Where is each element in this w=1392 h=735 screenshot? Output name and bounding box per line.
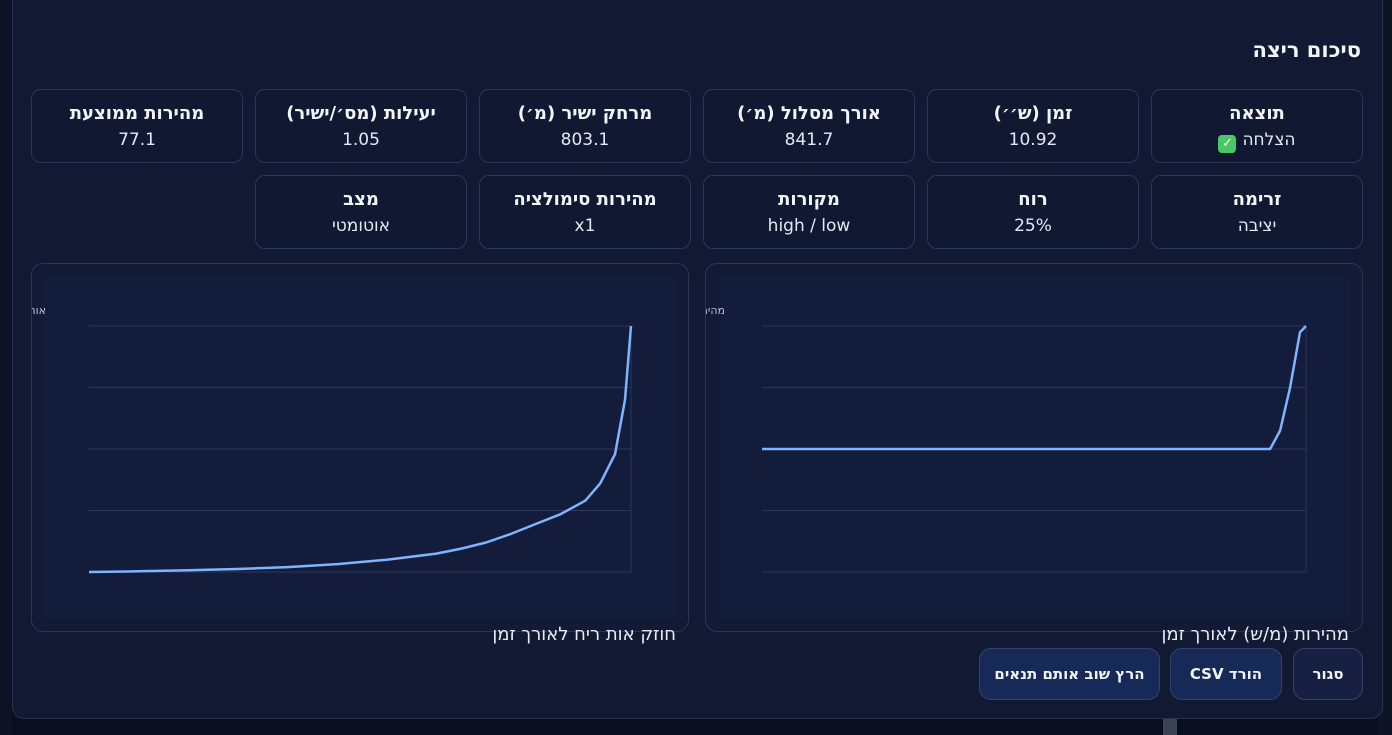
stat-value: 1.05 (342, 130, 380, 150)
scent-chart-card: אות ריח (31, 263, 689, 632)
run-summary-modal: סיכום ריצה תוצאה הצלחה✓ זמן (ש׳׳) 10.92 … (12, 0, 1383, 719)
stat-label: מקורות (778, 189, 840, 210)
stat-value: אוטומטי (331, 216, 391, 236)
stat-result: תוצאה הצלחה✓ (1151, 89, 1363, 163)
stat-time: זמן (ש׳׳) 10.92 (927, 89, 1139, 163)
stat-label: אורך מסלול (מ׳) (737, 103, 881, 124)
stat-wind: רוח 25% (927, 175, 1139, 249)
stat-label: מרחק ישיר (מ׳) (517, 103, 653, 124)
scent-chart-title: חוזק אות ריח לאורך זמן (492, 624, 676, 645)
stat-value: 10.92 (1008, 130, 1058, 150)
y-axis-label: מהירות (706, 304, 725, 317)
scent-series-line (88, 325, 633, 574)
y-axis-label: אות ריח (32, 304, 46, 317)
chart-grid (89, 325, 632, 573)
download-csv-button[interactable]: הורד CSV (1170, 648, 1282, 700)
stat-label: זרימה (1232, 189, 1282, 210)
stat-average-speed: מהירות ממוצעת 77.1 (31, 89, 243, 163)
stat-label: רוח (1018, 189, 1048, 210)
chart-plot-background (718, 276, 1350, 619)
stat-mode: מצב אוטומטי (255, 175, 467, 249)
stat-label: מהירות ממוצעת (69, 103, 205, 124)
stat-label: זמן (ש׳׳) (993, 103, 1073, 124)
speed-series-line (762, 325, 1307, 451)
stat-value: 803.1 (560, 130, 610, 150)
speed-chart: מהירות (706, 276, 1350, 619)
stat-label: מצב (343, 189, 379, 210)
stat-sources: מקורות high / low (703, 175, 915, 249)
stat-direct-distance: מרחק ישיר (מ׳) 803.1 (479, 89, 691, 163)
stat-value: 25% (1014, 216, 1052, 236)
speed-chart-title: מהירות (מ/ש) לאורך זמן (1161, 624, 1349, 645)
stat-label: מהירות סימולציה (513, 189, 657, 210)
stat-efficiency: יעילות (מס׳/ישיר) 1.05 (255, 89, 467, 163)
background-scrollbar (1163, 718, 1177, 735)
stat-label: תוצאה (1229, 103, 1285, 124)
close-button[interactable]: סגור (1293, 648, 1363, 700)
modal-title: סיכום ריצה (1252, 38, 1361, 62)
stat-value: יציבה (1237, 216, 1277, 236)
speed-chart-card: מהירות (705, 263, 1363, 632)
rerun-same-conditions-button[interactable]: הרץ שוב אותם תנאים (979, 648, 1160, 700)
stat-path-length: אורך מסלול (מ׳) 841.7 (703, 89, 915, 163)
background-app-left (0, 0, 12, 735)
stat-label: יעילות (מס׳/ישיר) (286, 103, 436, 124)
stat-value: 77.1 (118, 130, 156, 150)
stat-simulation-speed: מהירות סימולציה x1 (479, 175, 691, 249)
stat-value: x1 (574, 216, 596, 236)
stat-value: הצלחה✓ (1152, 130, 1362, 153)
scent-chart: אות ריח (32, 276, 676, 619)
stat-flow: זרימה יציבה (1151, 175, 1363, 249)
stat-value: 841.7 (784, 130, 834, 150)
chart-plot-background (44, 276, 676, 619)
check-icon: ✓ (1218, 135, 1237, 153)
stat-value: high / low (767, 216, 851, 236)
